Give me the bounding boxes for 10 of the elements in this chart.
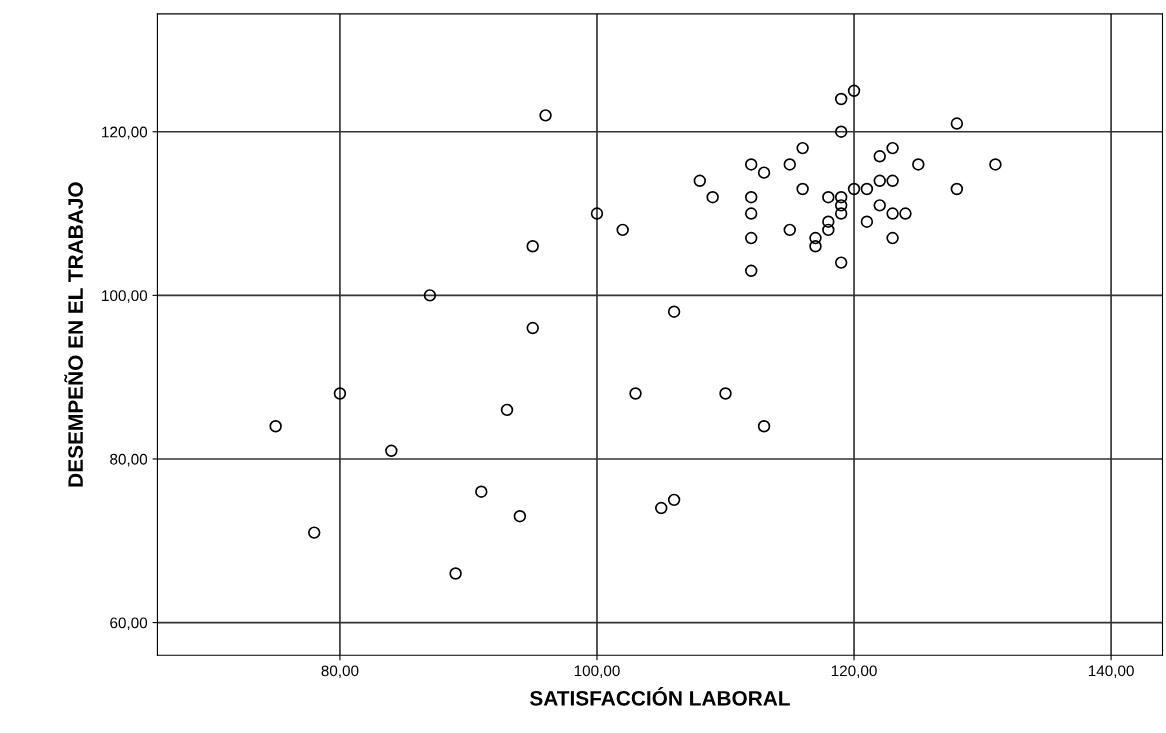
- x-tick-label: 100,00: [574, 665, 620, 679]
- x-axis-title: SATISFACCIÓN LABORAL: [529, 687, 790, 706]
- y-tick-label: 100,00: [102, 290, 148, 303]
- y-tick-label: 120,00: [102, 126, 148, 140]
- x-tick-label: 140,00: [1088, 665, 1134, 679]
- y-axis-title: DESEMPEÑO EN EL TRABAJO: [64, 182, 83, 487]
- y-tick-label: 60,00: [110, 617, 148, 631]
- x-tick-label: 120,00: [831, 665, 877, 679]
- y-tick-label: 80,00: [110, 453, 148, 467]
- x-tick-label: 80,00: [321, 665, 359, 679]
